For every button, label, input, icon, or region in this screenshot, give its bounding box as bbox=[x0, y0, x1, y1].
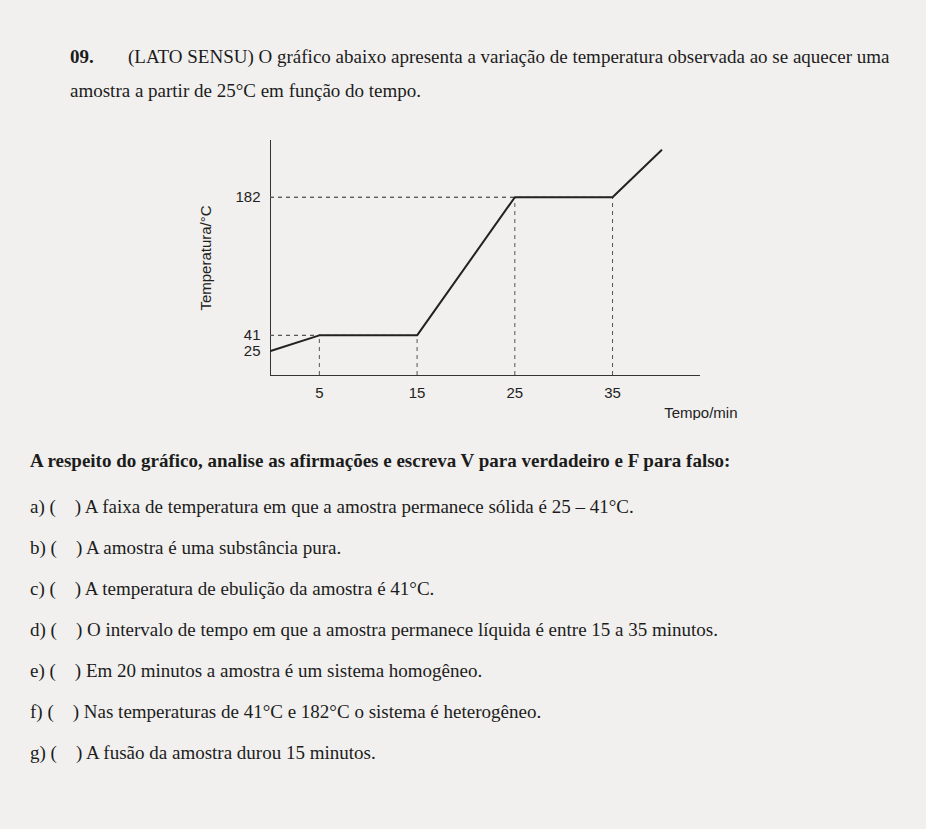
html-text:(LATO SENSU) O gráfico abaixo: (LATO SENSU) O gráfico abaixo apresenta … bbox=[70, 46, 890, 101]
svg-text:5: 5 bbox=[315, 384, 323, 401]
html-text:f) ( ) Nas temperaturas de 41°: f) ( ) Nas temperaturas de 41°C e 182°C … bbox=[30, 701, 542, 722]
svg-text:25: 25 bbox=[506, 384, 523, 401]
svg-text:35: 35 bbox=[604, 384, 621, 401]
svg-text:25: 25 bbox=[244, 342, 261, 359]
svg-text:Tempo/min: Tempo/min bbox=[664, 404, 737, 421]
svg-text:182: 182 bbox=[235, 188, 260, 205]
svg-text:15: 15 bbox=[409, 384, 426, 401]
html-text:09.: 09. bbox=[70, 46, 94, 67]
html-text:a) ( ) A faixa de temperatura: a) ( ) A faixa de temperatura em que a a… bbox=[30, 496, 634, 517]
html-text:g) ( ) A fusão da amostra duro: g) ( ) A fusão da amostra durou 15 minut… bbox=[30, 742, 376, 763]
svg-text:Temperatura/°C: Temperatura/°C bbox=[197, 205, 214, 310]
html-text:e) ( ) Em 20 minutos a amostra: e) ( ) Em 20 minutos a amostra é um sist… bbox=[30, 660, 483, 681]
html-text:b) ( ) A amostra é uma substân: b) ( ) A amostra é uma substância pura. bbox=[30, 537, 342, 558]
svg-text:41: 41 bbox=[244, 326, 261, 343]
html-text:c) ( ) A temperatura de ebuliç: c) ( ) A temperatura de ebulição da amos… bbox=[30, 578, 435, 599]
html-text:d) ( ) O intervalo de tempo em: d) ( ) O intervalo de tempo em que a amo… bbox=[30, 619, 718, 640]
html-text:A respeito do gráfico, analise: A respeito do gráfico, analise as afirma… bbox=[30, 450, 731, 471]
